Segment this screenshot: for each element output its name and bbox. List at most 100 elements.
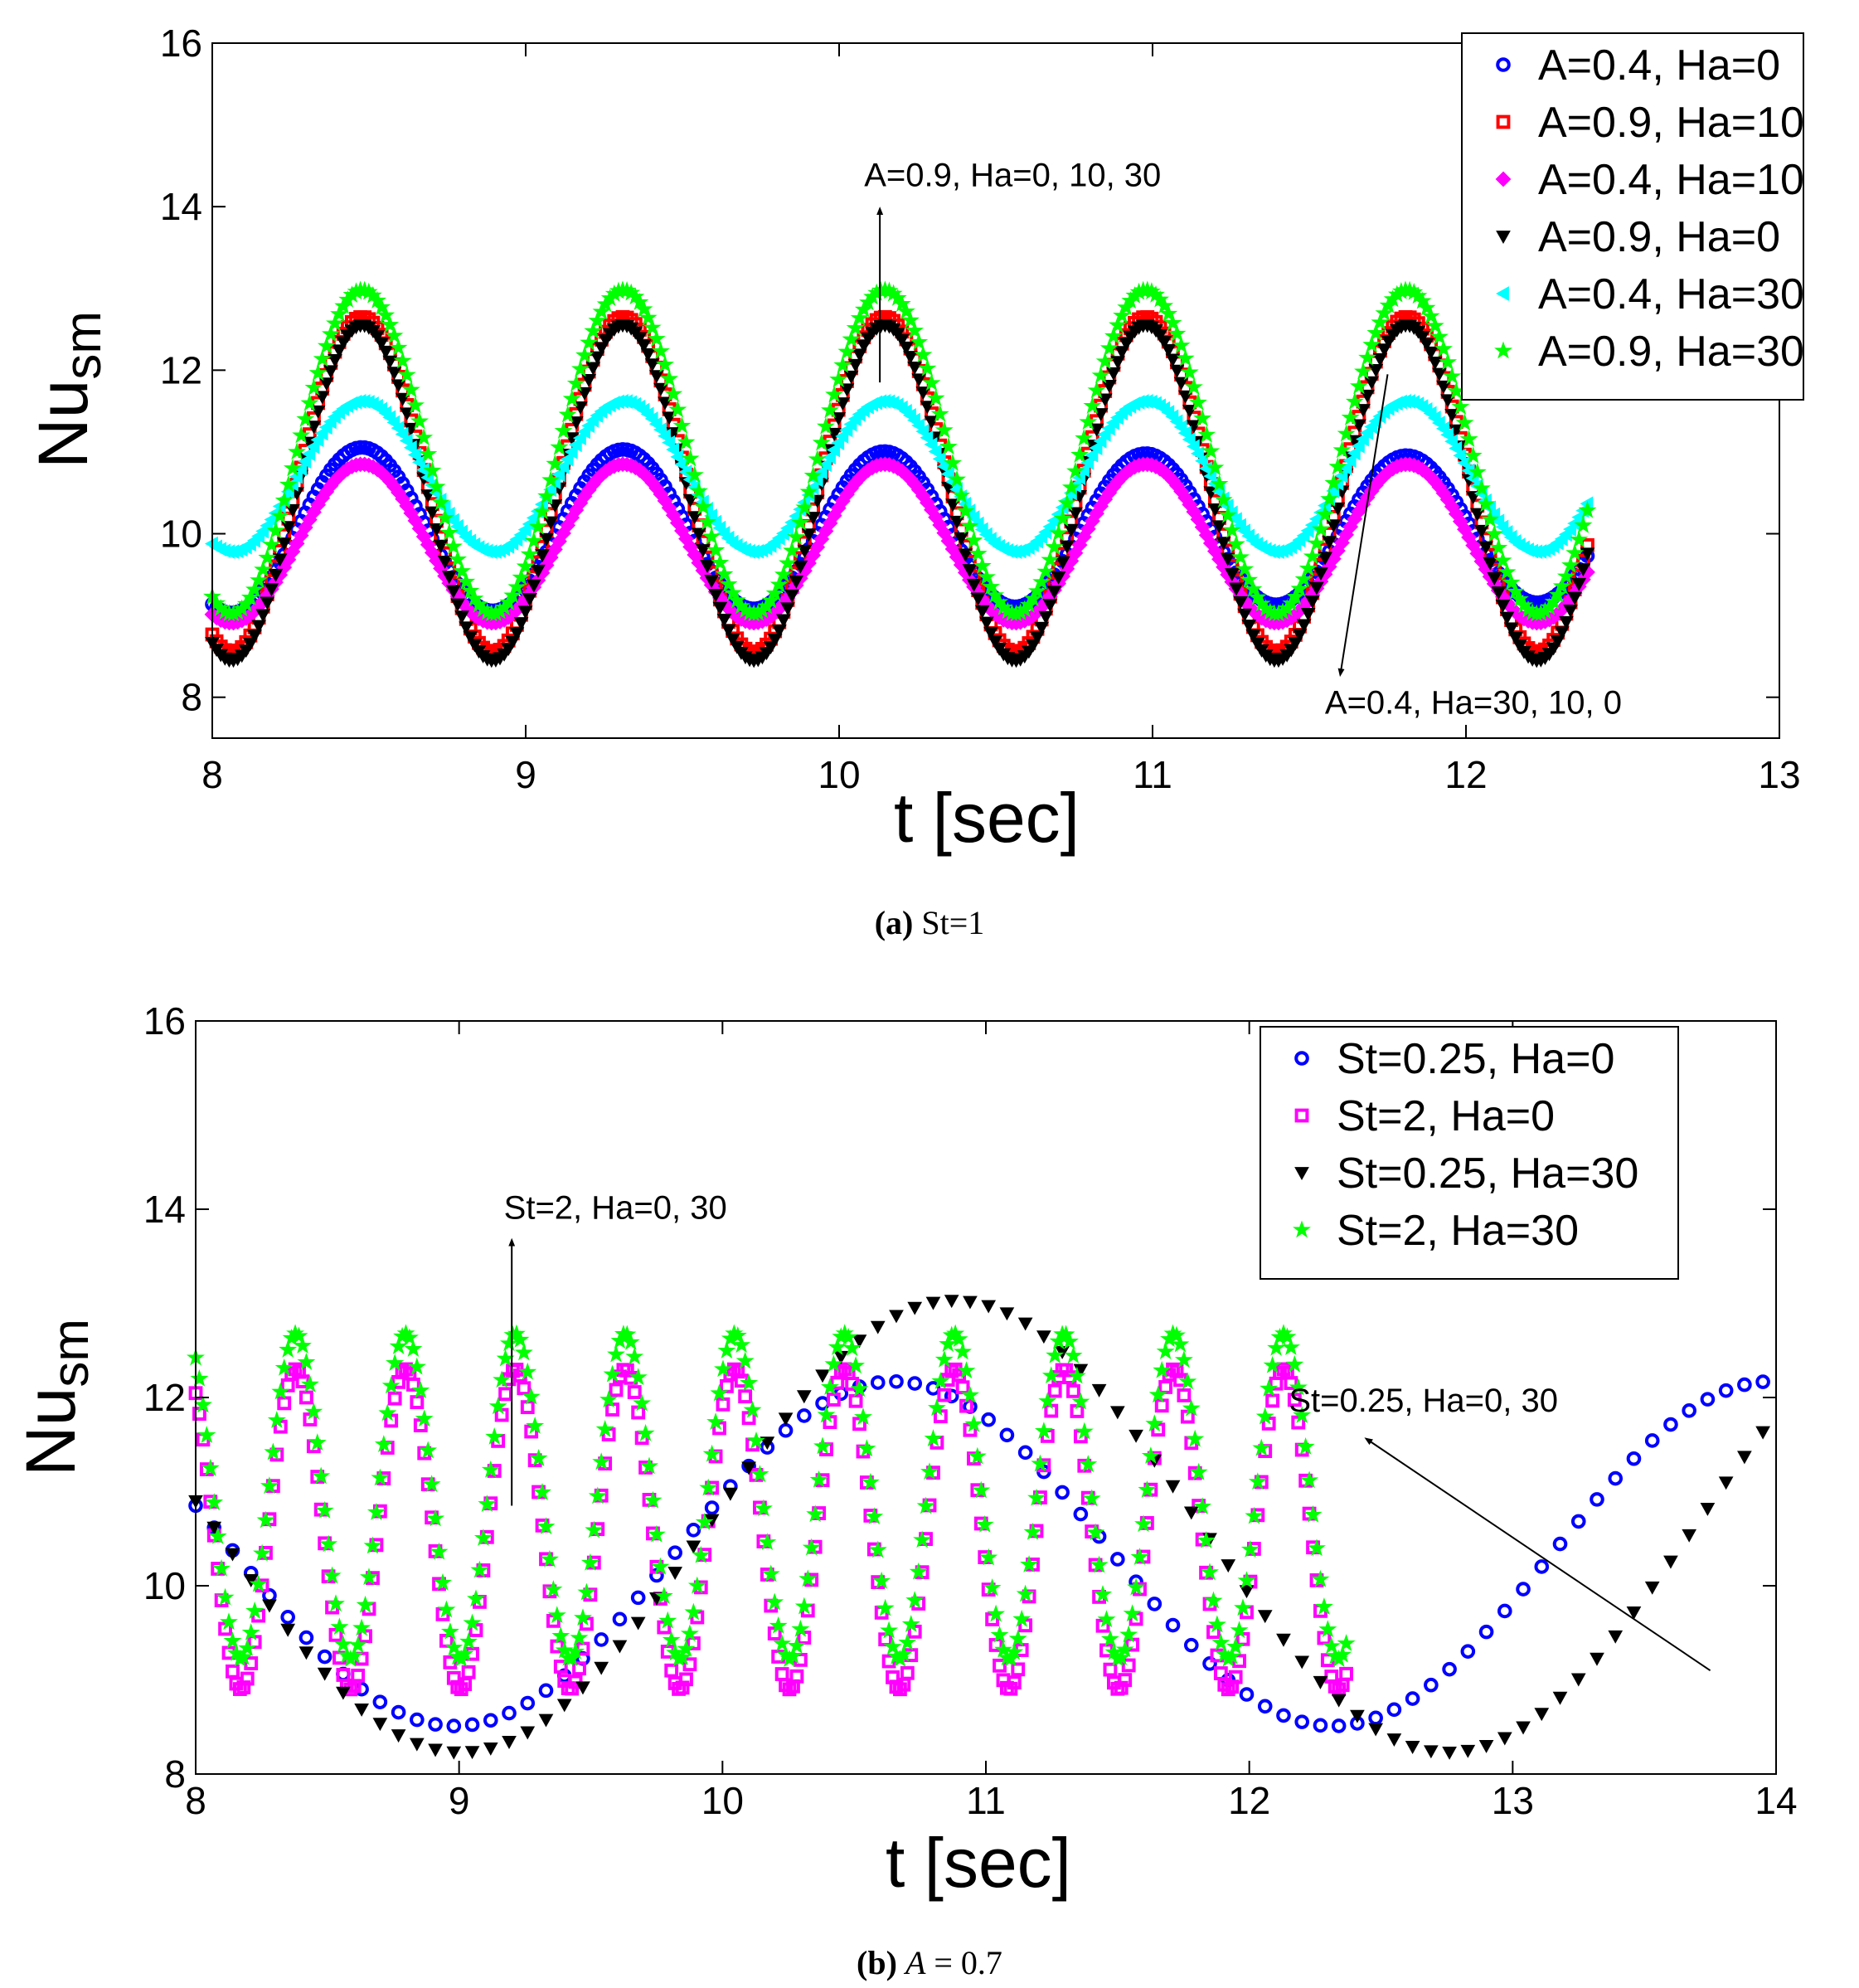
chart-a-point-a-0-9-ha-0 <box>843 370 859 384</box>
chart-b-point-st-2-ha-0 <box>900 1665 915 1680</box>
chart-b-point-st-2-ha-30 <box>987 1604 1006 1622</box>
chart-b-point-st-2-ha-30 <box>223 1631 242 1649</box>
chart-b-x-axis-label: t [sec] <box>886 1824 1071 1902</box>
chart-a-point-a-0-9-ha-30 <box>240 588 260 605</box>
chart-a-point-a-0-9-ha-30 <box>296 409 315 427</box>
chart-a-point-a-0-9-ha-30 <box>1375 304 1394 322</box>
chart-b-point-st-2-ha-30 <box>1067 1366 1086 1384</box>
chart-a-point-a-0-9-ha-0 <box>1093 408 1109 421</box>
chart-b-point-st-0-25-ha-0 <box>1110 1552 1125 1567</box>
chart-b-point-st-0-25-ha-0 <box>1552 1536 1568 1552</box>
chart-b-point-st-2-ha-0 <box>405 1378 420 1392</box>
chart-b-point-st-2-ha-30 <box>426 1509 445 1527</box>
chart-b-point-st-2-ha-30 <box>1207 1615 1226 1633</box>
chart-a-point-a-0-9-ha-30 <box>520 544 539 562</box>
chart-a-legend-marker <box>1496 114 1511 129</box>
chart-b-point-st-2-ha-30 <box>629 1368 648 1386</box>
chart-b-point-st-2-ha-30 <box>371 1468 390 1486</box>
chart-a-point-a-0-9-ha-0 <box>784 589 799 603</box>
chart-a-point-a-0-9-ha-30 <box>410 411 430 430</box>
chart-a-point-a-0-9-ha-30 <box>326 314 344 332</box>
chart-b-point-st-2-ha-30 <box>964 1414 983 1432</box>
chart-a-point-a-0-9-ha-0 <box>1030 631 1045 645</box>
chart-a-point-a-0-4-ha-30 <box>1444 434 1459 450</box>
chart-b-point-st-2-ha-30 <box>643 1490 663 1509</box>
chart-b-point-st-2-ha-30 <box>820 1378 839 1395</box>
chart-b-point-st-2-ha-30 <box>1064 1346 1083 1364</box>
chart-a-point-a-0-9-ha-30 <box>1095 352 1114 370</box>
chart-a-point-a-0-9-ha-30 <box>1066 461 1085 479</box>
chart-a-point-a-0-4-ha-30 <box>1351 438 1365 454</box>
chart-a-x-tick-label: 10 <box>818 753 860 796</box>
chart-b-point-st-0-25-ha-0 <box>1644 1433 1660 1448</box>
chart-a-point-a-0-9-ha-0 <box>433 539 449 553</box>
chart-b-point-st-0-25-ha-30 <box>778 1412 794 1427</box>
chart-b-point-st-2-ha-30 <box>253 1543 272 1562</box>
chart-b-point-st-2-ha-30 <box>920 1462 939 1480</box>
chart-a-point-a-0-4-ha-30 <box>1571 509 1585 525</box>
chart-a-point-a-0-9-ha-30 <box>516 557 535 575</box>
chart-b-point-st-0-25-ha-30 <box>1183 1506 1199 1520</box>
chart-a-point-a-0-9-ha-0 <box>1245 629 1261 643</box>
chart-b-point-st-2-ha-0 <box>959 1398 973 1413</box>
chart-b-point-st-2-ha-30 <box>603 1364 622 1383</box>
chart-a-caption: (a) St=1 <box>875 904 985 941</box>
chart-a-legend-label: A=0.4, Ha=0 <box>1538 41 1780 90</box>
chart-a-point-a-0-9-ha-30 <box>948 469 967 488</box>
chart-a-point-a-0-9-ha-30 <box>981 577 1000 595</box>
chart-b-point-st-2-ha-30 <box>481 1460 500 1478</box>
chart-a-point-a-0-9-ha-30 <box>313 349 332 367</box>
chart-b-point-st-0-25-ha-30 <box>1257 1610 1273 1624</box>
chart-a-point-a-0-9-ha-30 <box>554 421 573 440</box>
chart-b-point-st-2-ha-30 <box>735 1351 755 1369</box>
chart-a-point-a-0-9-ha-0 <box>1352 419 1366 433</box>
chart-a-point-a-0-9-ha-0 <box>1580 547 1595 561</box>
chart-b-point-st-2-ha-30 <box>400 1328 419 1346</box>
chart-b-point-st-0-25-ha-30 <box>1221 1559 1236 1573</box>
chart-a-point-a-0-4-ha-30 <box>657 428 671 444</box>
chart-a-point-a-0-9-ha-30 <box>584 321 603 339</box>
chart-b-point-st-2-ha-30 <box>1226 1637 1245 1655</box>
chart-b-point-st-2-ha-30 <box>1156 1342 1175 1360</box>
chart-b-legend-entry: St=2, Ha=0 <box>1294 1092 1555 1140</box>
chart-b-point-st-2-ha-30 <box>1245 1506 1264 1524</box>
chart-a-point-a-0-9-ha-0 <box>920 401 935 415</box>
chart-b-point-st-0-25-ha-0 <box>889 1373 904 1389</box>
chart-a-point-a-0-9-ha-30 <box>401 380 420 398</box>
chart-a-annotation-arrow <box>1337 374 1389 678</box>
chart-b-point-st-2-ha-30 <box>817 1405 836 1423</box>
chart-a-point-a-0-9-ha-30 <box>1083 396 1102 414</box>
chart-b-annotations: St=2, Ha=0, 30 St=0.25, Ha=0, 30 <box>504 1189 1711 1671</box>
chart-a-point-a-0-9-ha-30 <box>787 527 806 546</box>
chart-b-point-st-2-ha-30 <box>979 1548 998 1566</box>
chart-a-point-a-0-9-ha-30 <box>1053 508 1072 527</box>
chart-a-point-a-0-4-ha-30 <box>1182 432 1196 447</box>
chart-a-point-a-0-9-ha-0 <box>911 373 927 387</box>
chart-b-point-st-2-ha-0 <box>720 1378 734 1393</box>
chart-a-point-a-0-9-ha-30 <box>321 324 340 343</box>
chart-b-point-st-2-ha-30 <box>618 1325 637 1343</box>
chart-b-point-st-0-25-ha-0 <box>520 1695 536 1711</box>
chart-a-point-a-0-9-ha-0 <box>1220 552 1235 566</box>
chart-b-point-st-0-25-ha-0 <box>1183 1637 1199 1653</box>
chart-a-point-a-0-9-ha-0 <box>281 521 296 535</box>
chart-b-point-st-2-ha-30 <box>1204 1591 1223 1609</box>
chart-a-point-a-0-9-ha-30 <box>677 432 696 450</box>
chart-b-point-st-2-ha-0 <box>679 1672 693 1687</box>
chart-a-point-a-0-9-ha-0 <box>805 512 821 526</box>
chart-b-point-st-0-25-ha-0 <box>372 1694 388 1709</box>
chart-b-point-st-2-ha-0 <box>848 1393 863 1408</box>
chart-a-point-a-0-9-ha-0 <box>1322 536 1337 550</box>
chart-a-axis-ticks: 8 9 10 11 12 13 8 10 12 14 16 <box>160 22 1801 796</box>
chart-b-point-st-0-25-ha-30 <box>1755 1426 1770 1440</box>
chart-a-point-a-0-9-ha-30 <box>376 305 396 323</box>
chart-a-point-a-0-9-ha-30 <box>292 425 311 444</box>
chart-b-point-st-2-ha-30 <box>529 1448 548 1466</box>
chart-b-point-st-0-25-ha-0 <box>594 1632 609 1647</box>
svg-text:Nusm: Nusm <box>12 1319 100 1476</box>
chart-b-point-st-0-25-ha-0 <box>1718 1383 1734 1398</box>
chart-a-point-a-0-9-ha-30 <box>1349 377 1368 395</box>
chart-b-point-st-2-ha-0 <box>774 1667 789 1681</box>
chart-b-point-st-2-ha-30 <box>345 1645 364 1664</box>
chart-b-point-st-2-ha-30 <box>1153 1360 1172 1378</box>
